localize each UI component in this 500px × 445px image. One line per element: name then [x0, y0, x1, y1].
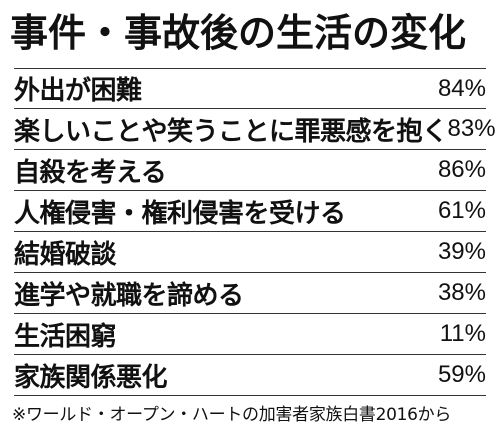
row-percentage: 84% [437, 74, 486, 102]
table-row: 人権侵害・権利侵害を受ける 61% [14, 191, 486, 232]
row-percentage: 39% [437, 238, 486, 265]
row-percentage: 59% [437, 361, 486, 388]
row-label: 生活困窮 [14, 321, 117, 352]
row-label: 自殺を考える [14, 157, 167, 188]
table-row: 楽しいことや笑うことに罪悪感を抱く 83% [14, 109, 496, 150]
row-label: 人権侵害・権利侵害を受ける [14, 198, 346, 229]
row-label: 楽しいことや笑うことに罪悪感を抱く [14, 116, 448, 147]
row-percentage: 61% [437, 197, 486, 224]
table-row: 進学や就職を諦める 38% [14, 273, 486, 314]
table-row: 自殺を考える 86% [14, 150, 486, 191]
row-percentage: 38% [437, 279, 486, 306]
row-percentage: 11% [439, 320, 486, 347]
row-label: 進学や就職を諦める [14, 280, 244, 311]
row-label: 家族関係悪化 [14, 362, 168, 393]
table-row: 結婚破談 39% [14, 232, 486, 273]
change-table: 外出が困難 84% 楽しいことや笑うことに罪悪感を抱く 83% 自殺を考える 8… [14, 68, 496, 396]
row-percentage: 86% [437, 156, 486, 183]
table-row: 生活困窮 11% [14, 314, 486, 355]
table-row: 家族関係悪化 59% [14, 355, 486, 396]
page-title: 事件・事故後の生活の変化 [10, 11, 467, 55]
row-label: 結婚破談 [14, 239, 117, 270]
table-row: 外出が困難 84% [14, 68, 486, 109]
row-label: 外出が困難 [14, 76, 142, 106]
row-percentage: 83% [447, 115, 496, 142]
source-footnote: ※ワールド・オープン・ハートの加害者家族白書2016から [12, 405, 452, 425]
